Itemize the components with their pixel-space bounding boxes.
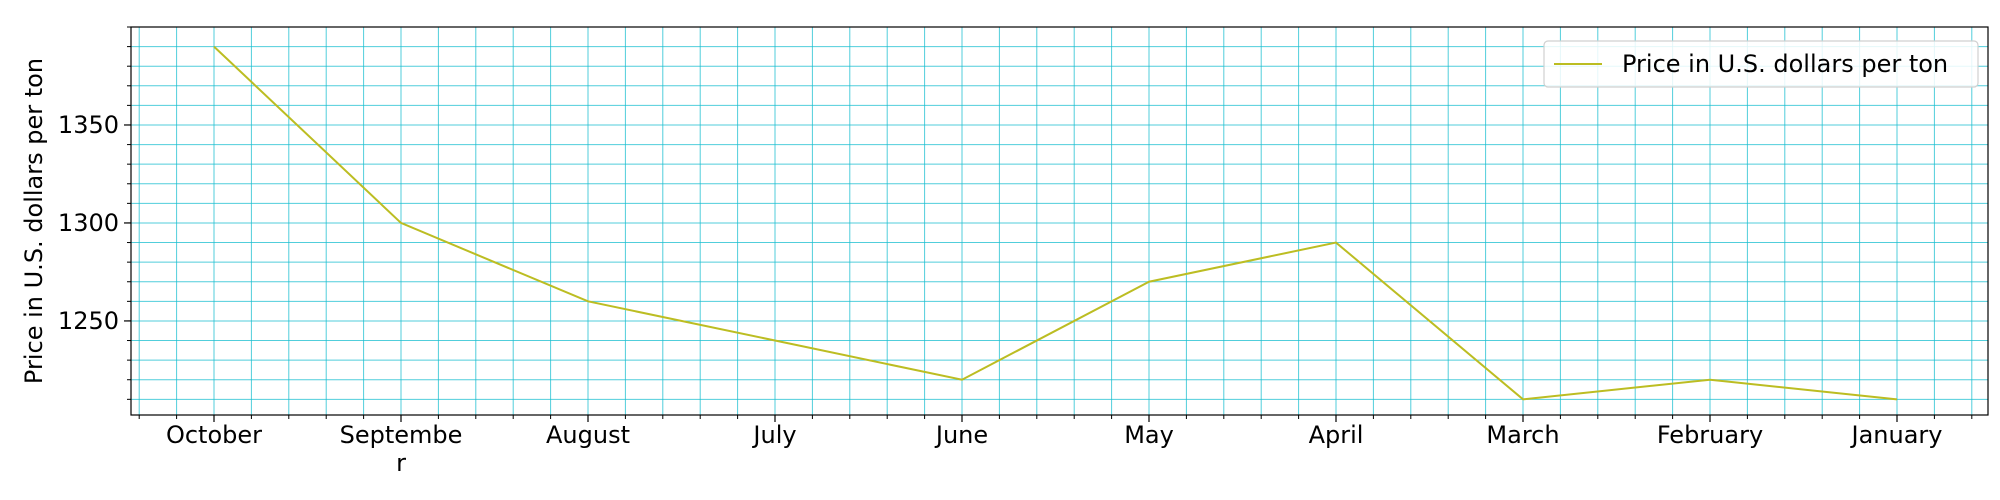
- legend: Price in U.S. dollars per ton: [1543, 40, 1979, 88]
- plot-frame: [130, 26, 1989, 416]
- x-tick-label: March: [1486, 421, 1559, 449]
- x-tick-label: July: [751, 421, 796, 449]
- legend-label: Price in U.S. dollars per ton: [1622, 50, 1948, 78]
- y-tick-label: 1250: [58, 307, 119, 335]
- x-tick-label: June: [934, 421, 988, 449]
- x-tick-label: April: [1309, 421, 1364, 449]
- x-tick-label: May: [1124, 421, 1174, 449]
- x-tick-label: February: [1657, 421, 1763, 449]
- series-layer: [213, 45, 1898, 401]
- y-axis-label: Price in U.S. dollars per ton: [20, 58, 48, 384]
- y-tick-labels: 1250 1300 1350: [58, 111, 119, 335]
- x-tick-label: October: [166, 421, 262, 449]
- x-tick-label: Septembe r: [340, 421, 463, 477]
- x-tick-label: January: [1850, 421, 1943, 449]
- series-line: [213, 45, 1898, 401]
- x-tick-labels: October Septembe r August July June May April Ma…: [166, 421, 1943, 477]
- x-tick-label: August: [546, 421, 630, 449]
- ticks: [124, 26, 1973, 422]
- y-tick-label: 1350: [58, 111, 119, 139]
- grid: [131, 26, 1988, 415]
- y-tick-label: 1300: [58, 209, 119, 237]
- legend-box: [1543, 40, 1979, 88]
